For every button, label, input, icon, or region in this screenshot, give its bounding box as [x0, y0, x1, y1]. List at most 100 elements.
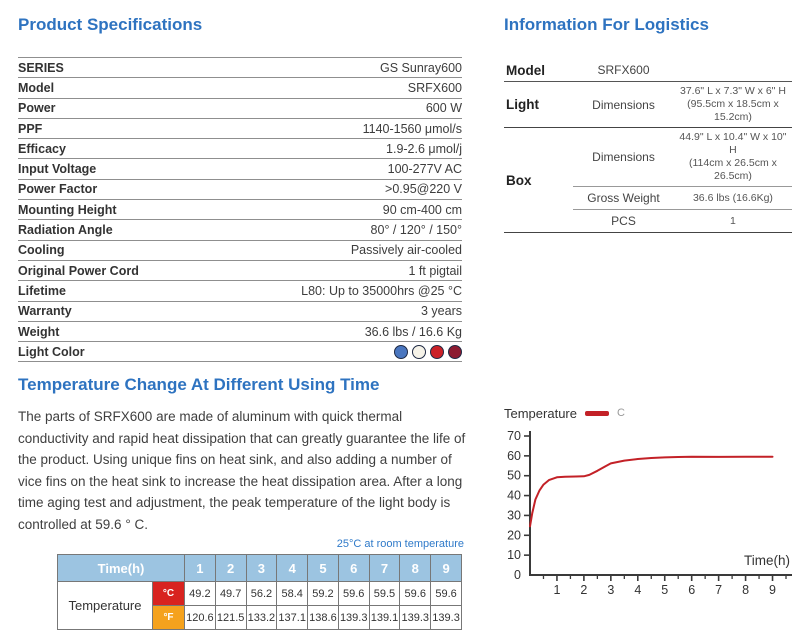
logistics-box-row: Gross Weight 36.6 lbs (16.6Kg): [504, 186, 792, 210]
product-specifications-title: Product Specifications: [18, 15, 203, 34]
unit-cell-celsius: °C: [152, 581, 185, 606]
y-tick-label: 40: [507, 489, 521, 503]
spec-row: Power 600 W: [18, 98, 462, 118]
spec-row: Efficacy 1.9-2.6 μmol/j: [18, 138, 462, 159]
light-color-swatch-deep-red: [448, 345, 462, 360]
hour-header-cell: 9: [430, 554, 462, 582]
temperature-line-chart: 0 10 20 30 40 50 60 70 1 2 3 4 5 6 7 8 9 Time(h): [507, 429, 792, 597]
logistics-box-value-line1: 1: [730, 214, 736, 227]
light-color-swatch-red: [430, 345, 444, 360]
hour-header-cell: 8: [399, 554, 432, 582]
temperature-value-cell: 139.3: [399, 605, 432, 630]
logistics-box-value-line1: 44.9" L x 10.4" W x 10" H: [679, 131, 787, 156]
y-tick-label: 10: [507, 548, 521, 562]
spec-label: Mounting Height: [18, 202, 117, 217]
light-color-swatch-blue: [394, 345, 408, 360]
logistics-box-row: PCS 1: [504, 209, 792, 233]
spec-row: Light Color: [18, 341, 462, 362]
spec-value: 1 ft pigtail: [408, 263, 462, 278]
spec-label: Radiation Angle: [18, 223, 113, 238]
spec-label: Weight: [18, 324, 60, 339]
chart-legend: Temperature C: [504, 404, 796, 422]
hour-header-cell: 6: [337, 554, 370, 582]
hour-header-cell: 7: [368, 554, 401, 582]
chart-legend-series-label: C: [616, 407, 625, 419]
hour-header-cell: 5: [307, 554, 339, 582]
product-specifications-table: SERIES GS Sunray600 Model SRFX600 Power 600 W…: [18, 57, 462, 362]
logistics-box-row: Box Dimensions 44.9" L x 10.4" W x 10" H (1…: [504, 127, 792, 233]
hour-header-cell: 4: [276, 554, 309, 582]
logistics-box-value-line1: 36.6 lbs (16.6Kg): [692, 191, 773, 204]
y-tick-label: 50: [507, 469, 521, 483]
spec-sheet-page: { "product_specs": { "title": "Product S…: [18, 14, 796, 630]
spec-label: Power Factor: [18, 182, 98, 197]
temperature-value-cell: 133.2: [245, 605, 278, 630]
x-tick-label: 2: [580, 583, 587, 597]
temperature-table-header-row: Time(h) 1 2 3 4 5 6 7 8 9: [57, 554, 462, 582]
temperature-value-cell: 137.1: [276, 605, 309, 630]
x-tick-label: 4: [634, 583, 641, 597]
logistics-box-value: 1: [673, 209, 792, 233]
logistics-box-value-line2: (114cm x 26.5cm x 26.5cm): [688, 157, 777, 182]
spec-row: Warranty 3 years: [18, 301, 462, 321]
x-tick-label: 8: [742, 583, 749, 597]
spec-row: SERIES GS Sunray600: [18, 57, 462, 78]
spec-value: 3 years: [421, 304, 462, 319]
spec-label: Warranty: [18, 304, 72, 319]
temperature-value-cell: 56.2: [245, 581, 278, 606]
logistics-section: Information For Logistics Model SRFX600 Li…: [504, 14, 792, 233]
temperature-value-cell: 138.6: [307, 605, 339, 630]
spec-row: Mounting Height 90 cm-400 cm: [18, 199, 462, 220]
spec-label: Light Color: [18, 344, 85, 359]
time-header-cell: Time(h): [57, 554, 185, 582]
spec-row: Weight 36.6 lbs / 16.6 Kg: [18, 321, 462, 341]
spec-row: PPF 1140-1560 μmol/s: [18, 118, 462, 138]
spec-label: Lifetime: [18, 283, 66, 298]
spec-label: Power: [18, 101, 56, 116]
spec-value: 600 W: [425, 101, 462, 116]
temperature-value-cell: 59.2: [307, 581, 339, 606]
logistics-model-value: SRFX600: [573, 59, 674, 82]
spec-value: 80° / 120° / 150°: [370, 223, 462, 238]
x-tick-label: 9: [769, 583, 776, 597]
spec-value: 1.9-2.6 μmol/j: [386, 141, 462, 156]
temperature-value-cell: 59.5: [368, 581, 401, 606]
temperature-paragraph: The parts of SRFX600 are made of aluminu…: [18, 409, 466, 532]
temperature-value-cell: 59.6: [337, 581, 370, 606]
spec-value: 90 cm-400 cm: [382, 202, 462, 217]
y-tick-label: 20: [507, 528, 521, 542]
logistics-table: Model SRFX600 Light Dimensions 37.6" L x 7.3…: [504, 59, 792, 233]
hour-header-cell: 1: [184, 554, 216, 582]
temperature-chart-section: Temperature C 0 10 20 30 40 50 60 70 1 2 3 4 5 6 7 8 9 Ti…: [494, 404, 796, 610]
y-tick-label: 0: [514, 568, 521, 582]
spec-label: Input Voltage: [18, 162, 97, 177]
logistics-light-dimensions-value-line1: 37.6" L x 7.3" W x 6" H: [679, 85, 786, 97]
logistics-box-value: 44.9" L x 10.4" W x 10" H (114cm x 26.5cm…: [673, 127, 792, 187]
spec-value: [208, 342, 462, 362]
logistics-box-key: PCS: [573, 209, 674, 233]
spec-value: 1140-1560 μmol/s: [362, 121, 462, 136]
temperature-curve: [529, 455, 774, 528]
x-tick-label: 3: [607, 583, 614, 597]
x-tick-label: 7: [715, 583, 722, 597]
logistics-model-row: Model SRFX600: [504, 59, 792, 82]
y-tick-label: 30: [507, 508, 521, 522]
temperature-value-cell: 59.6: [430, 581, 462, 606]
x-axis-title: Time(h): [744, 553, 790, 568]
temperature-value-cell: 139.1: [368, 605, 401, 630]
logistics-model-label: Model: [504, 59, 574, 82]
unit-cell-fahrenheit: °F: [152, 605, 185, 630]
logistics-box-value: 36.6 lbs (16.6Kg): [673, 186, 792, 210]
spec-value: SRFX600: [407, 80, 462, 95]
y-tick-label: 70: [507, 429, 521, 443]
temperature-value-cell: 120.6: [184, 605, 216, 630]
spec-label: PPF: [18, 121, 43, 136]
chart-legend-line-swatch: [584, 410, 609, 416]
temperature-change-title: Temperature Change At Different Using Ti…: [18, 375, 380, 394]
temperature-value-cell: 49.2: [184, 581, 216, 606]
logistics-light-dimensions-value: 37.6" L x 7.3" W x 6" H (95.5cm x 18.5cm …: [673, 81, 792, 128]
spec-row: Original Power Cord 1 ft pigtail: [18, 260, 462, 280]
logistics-box-key: Dimensions: [573, 127, 674, 187]
temperature-value-cell: 139.3: [337, 605, 370, 630]
temperature-change-section: Temperature Change At Different Using Ti…: [18, 374, 466, 630]
